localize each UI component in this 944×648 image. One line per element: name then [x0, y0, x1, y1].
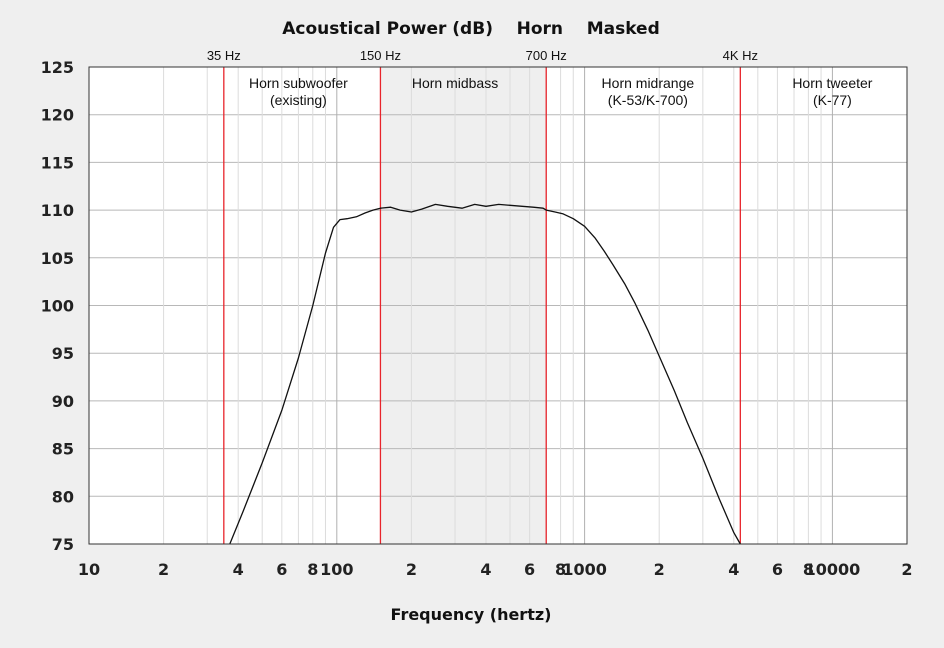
- x-tick-label: 2: [158, 560, 169, 579]
- x-tick-label: 2: [901, 560, 912, 579]
- x-tick-label: 6: [276, 560, 287, 579]
- x-tick-label: 8: [307, 560, 318, 579]
- plot-frame: [88, 66, 908, 545]
- x-tick-label: 100: [320, 560, 353, 579]
- x-tick-label: 1000: [562, 560, 607, 579]
- x-tick-label: 8: [803, 560, 814, 579]
- marker-label: 4K Hz: [723, 48, 758, 63]
- x-tick-label: 2: [654, 560, 665, 579]
- region-label: Horn tweeter: [792, 75, 872, 91]
- x-tick-label: 6: [772, 560, 783, 579]
- y-tick-label: 85: [52, 440, 74, 459]
- region-label: (K-53/K-700): [608, 92, 688, 108]
- y-tick-label: 120: [41, 106, 74, 125]
- y-tick-label: 110: [41, 201, 74, 220]
- series-line: [229, 203, 741, 545]
- marker-label: 35 Hz: [207, 48, 241, 63]
- y-tick-label: 75: [52, 535, 74, 554]
- y-tick-label: 125: [41, 58, 74, 77]
- x-tick-label: 4: [480, 560, 491, 579]
- y-tick-label: 95: [52, 344, 74, 363]
- x-tick-label: 2: [406, 560, 417, 579]
- y-tick-label: 115: [41, 153, 74, 172]
- x-tick-label: 10000: [805, 560, 861, 579]
- region-label: Horn subwoofer: [249, 75, 348, 91]
- y-tick-label: 100: [41, 297, 74, 316]
- x-tick-label: 6: [524, 560, 535, 579]
- y-tick-label: 90: [52, 392, 74, 411]
- region-label: Horn midrange: [602, 75, 695, 91]
- marker-label: 150 Hz: [360, 48, 401, 63]
- x-axis-label: Frequency (hertz): [391, 605, 552, 624]
- y-tick-label: 105: [41, 249, 74, 268]
- x-tick-label: 4: [233, 560, 244, 579]
- region-label: Horn midbass: [412, 75, 498, 91]
- marker-label: 700 Hz: [526, 48, 567, 63]
- region-label: (K-77): [813, 92, 852, 108]
- x-tick-label: 8: [555, 560, 566, 579]
- x-tick-label: 10: [78, 560, 100, 579]
- x-tick-label: 4: [728, 560, 739, 579]
- y-tick-label: 80: [52, 487, 74, 506]
- chart-title: Acoustical Power (dB) Horn Masked: [282, 19, 660, 39]
- region-label: (existing): [270, 92, 327, 108]
